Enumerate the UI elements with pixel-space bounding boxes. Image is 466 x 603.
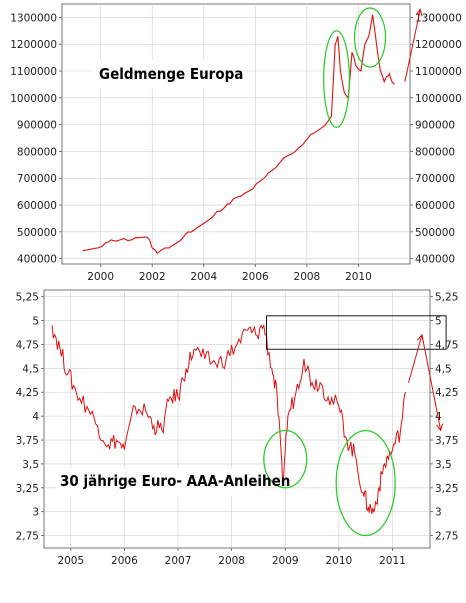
series-line-euro-bonds [51, 323, 407, 514]
y-tick-label: 600000 [17, 200, 57, 212]
y-tick-label: 5 [32, 316, 39, 328]
grid-bottom [44, 290, 430, 548]
x-tick-label: 2004 [190, 271, 217, 283]
y-tick-label: 900000 [17, 120, 57, 132]
plot-area-top [61, 3, 411, 265]
chart-title-bottom: 30 jährige Euro- AAA-Anleihen [60, 472, 290, 490]
y-tick-label-right: 3 [435, 507, 442, 519]
arrow-head [436, 423, 443, 432]
arrow-head [415, 8, 423, 17]
y-tick-label-right: 1200000 [415, 39, 462, 51]
y-tick-label: 4 [32, 411, 39, 423]
y-tick-label-right: 1100000 [415, 66, 462, 78]
y-tick-label: 2,75 [16, 531, 39, 543]
title-background-top [92, 60, 218, 88]
y-tick-label-right: 3,5 [435, 459, 452, 471]
highlight-box [266, 315, 447, 350]
y-tick-label-right: 4,25 [435, 387, 458, 399]
y-tick-label: 4,25 [16, 387, 39, 399]
y-tick-label-right: 4,5 [435, 363, 452, 375]
annotations-bottom [263, 315, 447, 537]
plot-area-bottom [43, 289, 431, 549]
y-tick-label: 3,25 [16, 483, 39, 495]
trend-arrow [404, 9, 421, 82]
y-tick-label: 3,75 [16, 435, 39, 447]
y-tick-label-right: 600000 [415, 200, 455, 212]
y-tick-label-right: 1300000 [415, 12, 462, 24]
trend-arrow [421, 334, 442, 431]
chart-money-supply: 400000 500000 600000 700000 800000 900000 1000… [10, 3, 462, 283]
x-tick-label: 2007 [165, 555, 192, 567]
y-tick-label-right: 3,25 [435, 483, 458, 495]
x-tick-label: 2006 [111, 555, 138, 567]
y-tick-label: 4,75 [16, 339, 39, 351]
highlight-circle [335, 429, 396, 537]
y-tick-label: 1000000 [10, 93, 57, 105]
y-tick-label-right: 5,25 [435, 292, 458, 304]
x-axis-top: 2000 2002 2004 2006 2008 2010 [87, 264, 372, 283]
y-tick-label: 1200000 [10, 39, 57, 51]
y-tick-label-right: 5 [435, 316, 442, 328]
y-tick-label: 400000 [17, 254, 57, 266]
x-axis-bottom: 2005 2006 2007 2008 2009 2010 2011 [57, 548, 406, 567]
chart-title-top: Geldmenge Europa [99, 65, 243, 83]
series-line-money-supply [82, 14, 395, 255]
y-tick-label-right: 800000 [415, 146, 455, 158]
y-tick-label-right: 2,75 [435, 531, 458, 543]
x-tick-label: 2005 [57, 555, 84, 567]
highlight-circle [323, 30, 351, 128]
y-axis-left-top: 400000 500000 600000 700000 800000 900000 1000… [10, 12, 62, 266]
x-tick-label: 2006 [242, 271, 269, 283]
grid-top [62, 4, 410, 264]
y-tick-label-right: 1000000 [415, 93, 462, 105]
y-tick-label: 800000 [17, 146, 57, 158]
y-tick-label-right: 700000 [415, 173, 455, 185]
x-tick-label: 2010 [325, 555, 352, 567]
y-tick-label-right: 400000 [415, 254, 455, 266]
title-background-bottom [56, 468, 260, 496]
x-tick-label: 2002 [139, 271, 166, 283]
y-axis-left-bottom: 2,75 3 3,25 3,5 3,75 4 4,25 4,5 4,75 5 5,25 [16, 292, 44, 543]
y-tick-label: 4,5 [22, 363, 39, 375]
y-tick-label: 700000 [17, 173, 57, 185]
y-tick-label: 500000 [17, 227, 57, 239]
x-tick-label: 2008 [294, 271, 321, 283]
x-tick-label: 2011 [379, 555, 406, 567]
chart-euro-bonds: 2,75 3 3,25 3,5 3,75 4 4,25 4,5 4,75 5 5,25 2,75 3 3… [16, 289, 458, 567]
x-tick-label: 2008 [218, 555, 245, 567]
y-axis-right-top: 400000 500000 600000 700000 800000 900000 1000… [410, 12, 462, 266]
y-tick-label: 1300000 [10, 12, 57, 24]
y-tick-label: 5,25 [16, 292, 39, 304]
y-tick-label-right: 900000 [415, 120, 455, 132]
x-tick-label: 2000 [87, 271, 114, 283]
y-tick-label: 1100000 [10, 66, 57, 78]
y-tick-label-right: 3,75 [435, 435, 458, 447]
annotations-top [323, 7, 423, 128]
trend-arrow [408, 334, 423, 383]
highlight-circle [353, 7, 387, 68]
y-tick-label: 3 [32, 507, 39, 519]
y-tick-label-right: 4,75 [435, 339, 458, 351]
y-tick-label: 3,5 [22, 459, 39, 471]
x-tick-label: 2010 [345, 271, 372, 283]
y-tick-label-right: 500000 [415, 227, 455, 239]
highlight-circle [263, 429, 308, 489]
x-tick-label: 2009 [272, 555, 299, 567]
